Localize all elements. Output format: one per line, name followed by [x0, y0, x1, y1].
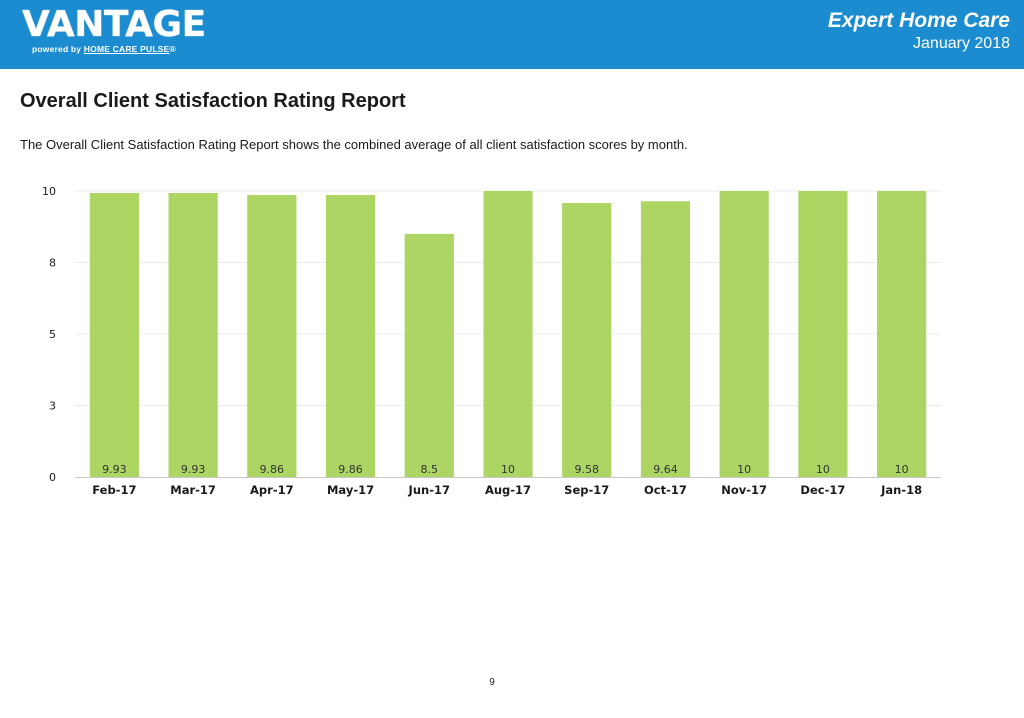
x-tick-label: Feb-17 [92, 483, 136, 497]
bar [247, 195, 297, 477]
company-block: Expert Home Care January 2018 [828, 9, 1010, 54]
x-tick-label: Aug-17 [485, 483, 531, 497]
x-tick-label: Oct-17 [644, 483, 687, 497]
bar [640, 201, 691, 477]
y-tick-label: 8 [49, 257, 56, 270]
bar [89, 193, 139, 477]
x-tick-label: Jan-18 [880, 483, 922, 497]
page-number: 9 [489, 677, 495, 688]
bar-value-label: 9.86 [260, 463, 285, 476]
company-name: Expert Home Care [827, 9, 1010, 32]
logo-registered-mark: ® [169, 44, 176, 54]
report-header: VANTAGE powered by HOME CARE PULSE® Expe… [0, 0, 1024, 69]
y-tick-label: 3 [49, 400, 56, 413]
bar-value-label: 10 [737, 463, 751, 476]
logo-tagline: powered by HOME CARE PULSE® [32, 44, 206, 54]
logo-powered-by: powered by [32, 44, 82, 54]
vantage-logo: VANTAGE powered by HOME CARE PULSE® [22, 4, 206, 55]
bar-value-label: 9.93 [181, 463, 206, 476]
page-title: Overall Client Satisfaction Rating Repor… [20, 90, 406, 112]
x-tick-label: Sep-17 [564, 483, 609, 497]
bar [404, 233, 454, 477]
bar-value-label: 9.58 [574, 463, 599, 476]
x-tick-label: Dec-17 [800, 483, 845, 497]
bar [168, 193, 218, 477]
bar-value-label: 10 [816, 463, 830, 476]
report-date: January 2018 [913, 35, 1010, 52]
bar [325, 195, 376, 477]
report-description: The Overall Client Satisfaction Rating R… [20, 137, 688, 152]
x-tick-label: Mar-17 [170, 483, 216, 497]
y-tick-label: 5 [49, 328, 56, 341]
bar-value-label: 10 [501, 463, 515, 476]
x-tick-label: May-17 [327, 483, 374, 497]
bar-value-label: 10 [895, 463, 909, 476]
bar [877, 191, 927, 477]
bar-value-label: 9.86 [338, 463, 363, 476]
bar [483, 191, 533, 477]
bar-value-label: 8.5 [421, 463, 439, 476]
x-tick-label: Apr-17 [250, 483, 294, 497]
y-tick-label: 10 [42, 185, 56, 198]
bar-value-label: 9.64 [653, 463, 678, 476]
bar [562, 203, 612, 477]
x-tick-label: Nov-17 [721, 483, 767, 497]
bar [719, 191, 769, 477]
bar-value-label: 9.93 [102, 463, 127, 476]
satisfaction-bar-chart: 0 3 5 8 10 9.93 Feb-17 9.93 Mar-17 9.86 Apr-17 9.86… [42, 185, 941, 497]
logo-wordmark: VANTAGE [22, 4, 206, 45]
x-tick-label: Jun-17 [408, 483, 450, 497]
logo-brand: HOME CARE PULSE [83, 44, 170, 54]
bar [798, 191, 848, 477]
y-tick-label: 0 [49, 471, 56, 484]
